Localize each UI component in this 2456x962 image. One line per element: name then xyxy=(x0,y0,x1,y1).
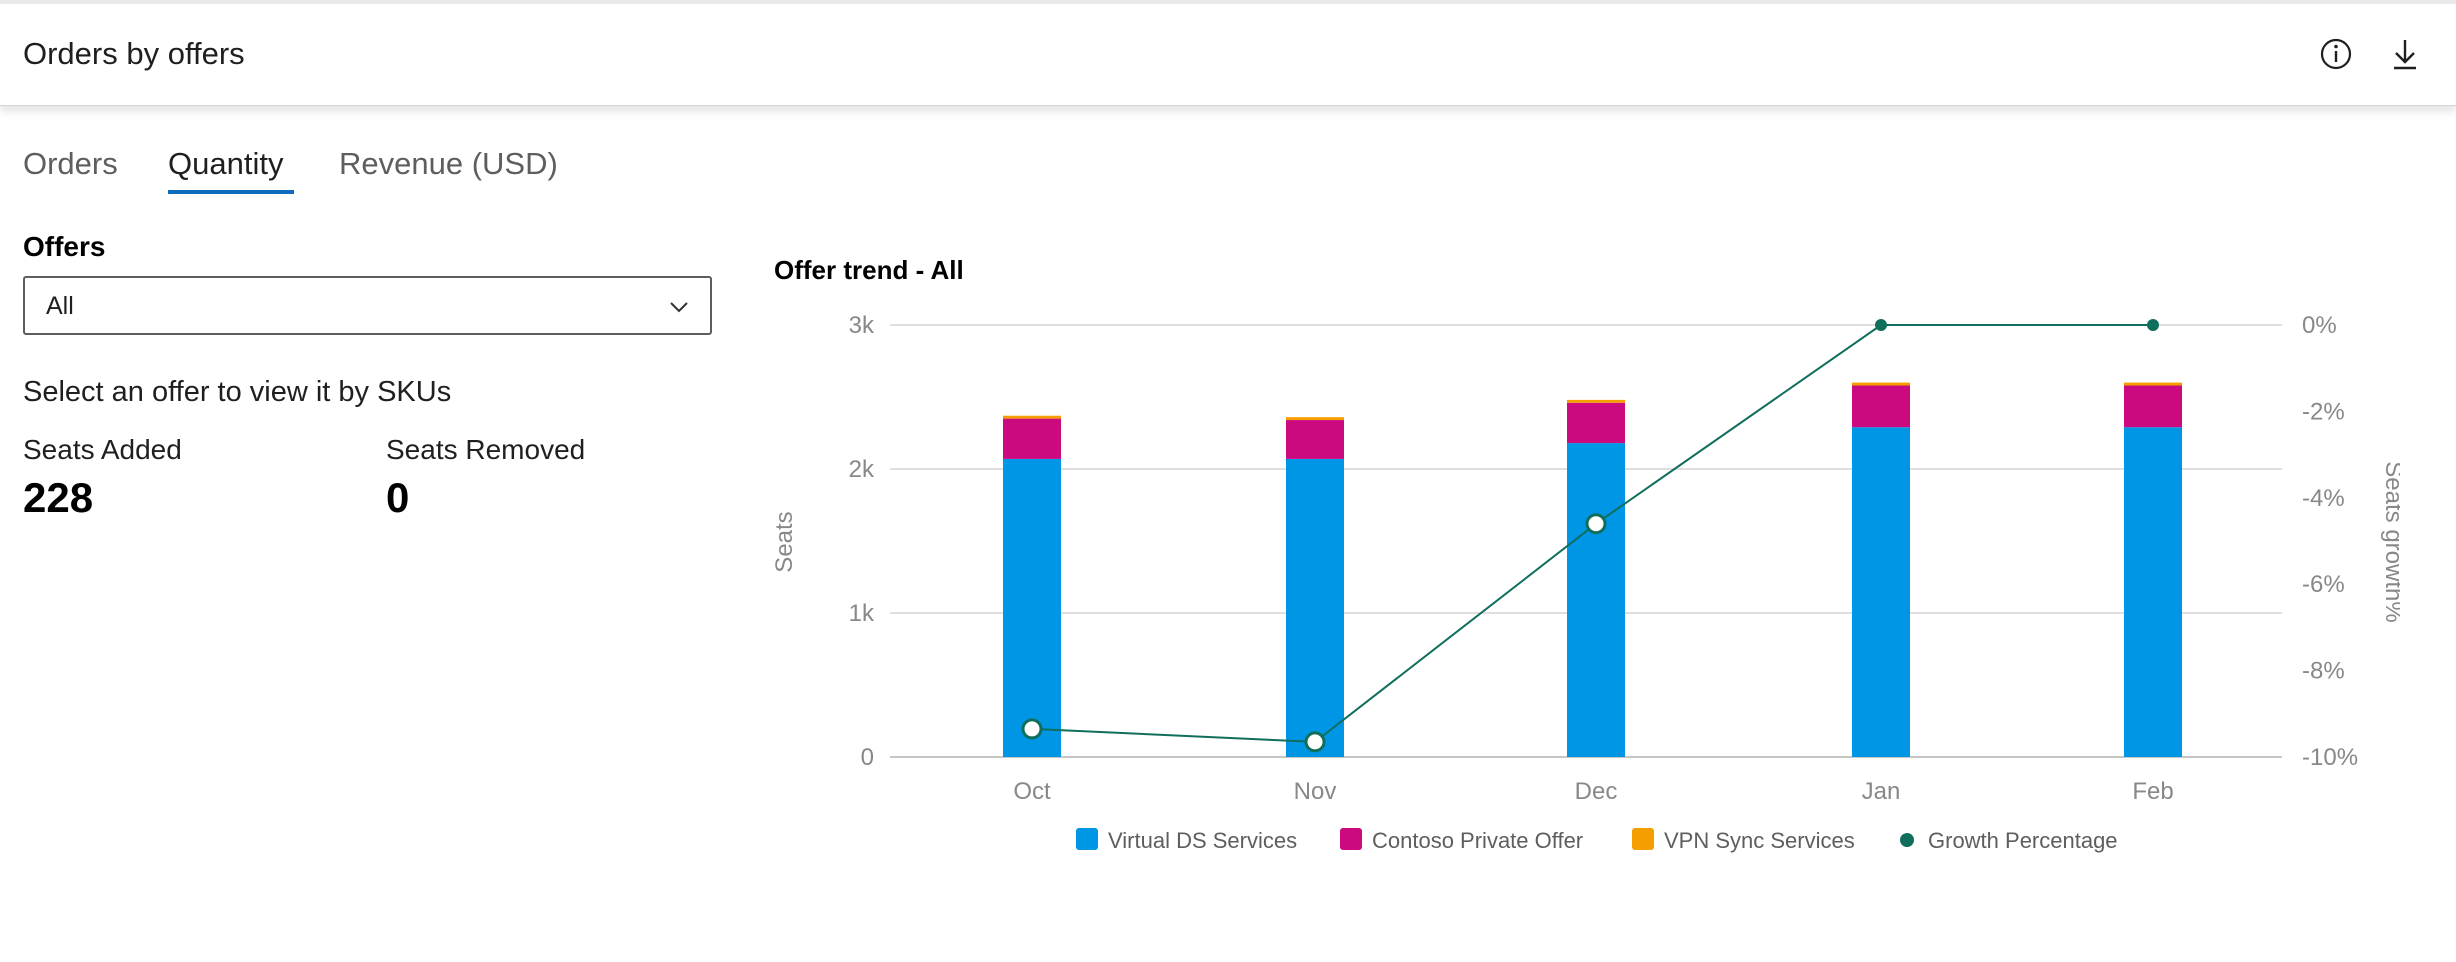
legend-swatch xyxy=(1900,833,1914,847)
bar-segment xyxy=(1003,415,1061,419)
bar-segment xyxy=(1852,385,1910,428)
growth-point xyxy=(1021,718,1043,740)
offers-selected-value: All xyxy=(46,292,74,320)
bar-segment xyxy=(1567,399,1625,403)
growth-point xyxy=(1585,513,1607,535)
y2-tick-label: -4% xyxy=(2302,485,2345,512)
legend-label: Growth Percentage xyxy=(1928,828,2118,853)
download-icon[interactable] xyxy=(2385,34,2425,74)
y-tick-label: 0 xyxy=(861,744,874,771)
card-header: Orders by offers xyxy=(0,4,2456,106)
chart-title: Offer trend - All xyxy=(774,255,964,285)
top-border xyxy=(0,0,2456,4)
x-tick-label: Jan xyxy=(1862,778,1901,805)
y-tick-label: 2k xyxy=(849,456,875,483)
bar-segment xyxy=(2124,385,2182,428)
x-tick-label: Nov xyxy=(1294,778,1337,805)
legend-label: Virtual DS Services xyxy=(1108,828,1297,853)
offers-label: Offers xyxy=(23,231,106,262)
growth-point xyxy=(1304,731,1326,753)
bar-segment xyxy=(1567,402,1625,444)
bar-segment xyxy=(2124,427,2182,757)
y2-tick-label: -2% xyxy=(2302,398,2345,425)
card-title: Orders by offers xyxy=(23,36,245,71)
growth-point xyxy=(2147,319,2159,331)
bar-segment xyxy=(2124,382,2182,386)
bar-segment xyxy=(1567,443,1625,757)
tab-quantity[interactable]: Quantity xyxy=(168,146,284,181)
seats-added-value: 228 xyxy=(23,474,94,521)
active-tab-indicator xyxy=(168,190,294,194)
legend-label: VPN Sync Services xyxy=(1664,828,1855,853)
offer-trend-chart: 0 1k 2k 3k -10% -8% -6% -4% -2% 0% Seats Seats grow… xyxy=(771,312,2400,853)
legend-label: Contoso Private Offer xyxy=(1372,828,1583,853)
bar-segment xyxy=(1003,458,1061,757)
bar-segment xyxy=(1852,427,1910,757)
y2-tick-label: -8% xyxy=(2302,658,2345,685)
y2-axis-title: Seats growth% xyxy=(2380,461,2400,622)
info-icon[interactable] xyxy=(2316,34,2356,74)
y-tick-label: 3k xyxy=(849,312,875,339)
sku-hint-text: Select an offer to view it by SKUs xyxy=(23,376,452,408)
y2-tick-label: 0% xyxy=(2302,312,2337,339)
y-tick-label: 1k xyxy=(849,600,875,627)
x-tick-label: Feb xyxy=(2132,778,2173,805)
legend-swatch xyxy=(1632,828,1654,850)
tab-revenue-usd[interactable]: Revenue (USD) xyxy=(339,146,558,181)
bar-segment xyxy=(1286,458,1344,757)
chevron-down-icon xyxy=(670,302,688,313)
tab-orders[interactable]: Orders xyxy=(23,146,118,181)
growth-point xyxy=(1875,319,1887,331)
y2-tick-label: -6% xyxy=(2302,571,2345,598)
legend-swatch xyxy=(1076,828,1098,850)
bar-segment xyxy=(1286,417,1344,421)
seats-removed-value: 0 xyxy=(386,474,410,521)
offers-dropdown[interactable]: All xyxy=(23,276,712,335)
y2-tick-label: -10% xyxy=(2302,744,2358,771)
x-tick-label: Dec xyxy=(1575,778,1618,805)
legend-swatch xyxy=(1340,828,1362,850)
seats-added-label: Seats Added xyxy=(23,434,182,465)
y-axis-title: Seats xyxy=(771,511,798,572)
bar-segment xyxy=(1286,420,1344,459)
seats-removed-label: Seats Removed xyxy=(386,434,586,465)
bar-segment xyxy=(1852,382,1910,386)
bar-segment xyxy=(1003,418,1061,459)
x-tick-label: Oct xyxy=(1013,778,1051,805)
